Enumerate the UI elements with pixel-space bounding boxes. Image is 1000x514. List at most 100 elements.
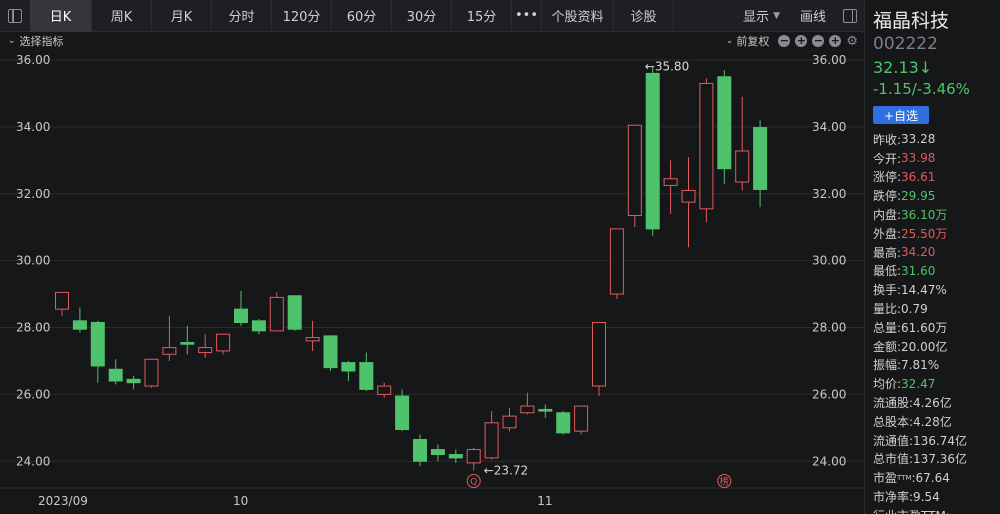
stat-label: 流通值: — [873, 433, 914, 448]
stat-label: 市净率: — [873, 490, 914, 505]
adjust-mode-select[interactable]: 前复权 — [736, 35, 770, 48]
candle-body — [645, 72, 660, 230]
stat-label: 量比: — [873, 302, 902, 317]
stat-label: 今开: — [873, 151, 902, 166]
tab-15min[interactable]: 15分 — [452, 0, 512, 32]
stat-value: 36.61 — [901, 169, 936, 184]
stat-label: 行业市盈TTM: — [873, 507, 950, 514]
stat-value: 31.60 — [901, 263, 936, 278]
candle-body — [55, 291, 69, 310]
tab-daily-k[interactable]: 日K — [30, 0, 92, 32]
candle-body — [377, 385, 392, 395]
expand-icon[interactable]: + — [829, 34, 842, 47]
stat-value: 4.26亿 — [913, 396, 952, 411]
stat-row: 外盘: 25.50万 — [873, 224, 1000, 243]
tab-30min[interactable]: 30分 — [392, 0, 452, 32]
stat-label: 跌停: — [873, 189, 902, 204]
y-tick-label-left: 24.00 — [16, 454, 50, 468]
stat-label: 内盘: — [873, 208, 902, 223]
stat-label: 涨停: — [873, 170, 902, 185]
candle-body — [108, 368, 123, 382]
stat-value: 32.47 — [901, 376, 936, 391]
candle-body — [198, 347, 213, 354]
candle-body — [448, 454, 463, 459]
stat-value: 7.81% — [901, 357, 940, 372]
candle-body — [341, 362, 356, 372]
stat-value: 29.95 — [901, 188, 936, 203]
candle-body — [484, 422, 499, 459]
tab-60min[interactable]: 60分 — [332, 0, 392, 32]
current-price: 32.13↓ — [873, 58, 933, 77]
y-tick-label-right: 34.00 — [812, 120, 846, 134]
stat-row: 市净率: 9.54 — [873, 487, 1000, 506]
x-tick-label: 10 — [233, 494, 248, 508]
stat-value: 34.20 — [901, 245, 936, 260]
gear-icon[interactable]: ⚙ — [846, 33, 858, 49]
shrink-icon[interactable]: − — [812, 34, 825, 47]
event-marker-ring — [466, 474, 481, 488]
tab-weekly-k[interactable]: 周K — [92, 0, 152, 32]
draw-line-button[interactable]: 画线 — [799, 10, 826, 25]
candle-body — [627, 124, 642, 217]
stat-value: 36.10万 — [901, 208, 948, 223]
candle-body — [663, 178, 678, 186]
candle-body — [251, 320, 266, 332]
candle-body — [413, 439, 427, 462]
candle-body — [234, 308, 248, 323]
stock-code: 002222 — [873, 34, 938, 54]
candle-body — [430, 449, 445, 456]
y-tick-label-right: 36.00 — [812, 53, 846, 67]
y-tick-label-left: 34.00 — [16, 120, 50, 134]
candle-body — [162, 347, 177, 355]
y-tick-label-right: 28.00 — [812, 321, 846, 335]
price-annotation: ←35.80 — [645, 60, 689, 74]
candle-body — [144, 358, 159, 387]
tab-monthly-k[interactable]: 月K — [152, 0, 212, 32]
y-tick-label-right: 30.00 — [812, 254, 846, 268]
indicator-select-label: 选择指标 — [19, 35, 64, 48]
x-tick-label: 2023/09 — [38, 494, 88, 508]
event-marker-label: Q — [470, 478, 477, 488]
zoom-out-icon[interactable]: − — [778, 34, 791, 47]
candle-body — [609, 228, 624, 295]
tab-120min[interactable]: 120分 — [272, 0, 332, 32]
candle-body — [556, 412, 571, 434]
event-marker-ring — [717, 474, 732, 488]
stat-row: 最低: 31.60 — [873, 262, 1000, 281]
candlestick-chart[interactable]: 36.00 36.00 34.00 34.00 32.00 32.00 30.00 30.00… — [0, 50, 864, 514]
stat-label: 市盈 — [873, 471, 898, 486]
candle-body — [735, 150, 750, 183]
stat-label: 总量: — [873, 320, 902, 335]
tab-stock-diagnosis[interactable]: 诊股 — [614, 0, 674, 32]
stat-label: 金额: — [873, 339, 902, 354]
stat-value: 33.28 — [901, 132, 936, 147]
tab-intraday[interactable]: 分时 — [212, 0, 272, 32]
indicator-select[interactable]: ⌄ 选择指标 — [0, 33, 64, 49]
stat-row: 涨停: 36.61 — [873, 168, 1000, 187]
candle-body — [126, 378, 141, 384]
stat-label: 均价: — [873, 377, 902, 392]
stat-label: 流通股: — [873, 396, 914, 411]
price-change: -1.15/-3.46% — [873, 80, 970, 98]
chevron-down-icon: ⌄ — [8, 36, 16, 46]
candle-body — [466, 449, 481, 464]
y-tick-label-right: 26.00 — [812, 387, 846, 401]
tab-stock-profile[interactable]: 个股资料 — [542, 0, 614, 32]
display-menu[interactable]: 显示 ▼ — [733, 0, 790, 32]
y-tick-label-left: 32.00 — [16, 187, 50, 201]
add-watchlist-button[interactable]: +自选 — [873, 106, 929, 124]
stat-label: 最高: — [873, 245, 902, 260]
more-menu-button[interactable]: ••• — [512, 0, 542, 32]
stat-label: 外盘: — [873, 226, 902, 241]
stat-row: 最高: 34.20 — [873, 243, 1000, 262]
panel-toggle-icon[interactable] — [836, 0, 864, 32]
y-tick-label-left: 36.00 — [16, 53, 50, 67]
sidebar-toggle-icon[interactable] — [0, 0, 30, 32]
zoom-in-icon[interactable]: + — [795, 34, 808, 47]
stat-row: 总股本: 4.28亿 — [873, 412, 1000, 431]
stat-label: 总股本: — [873, 414, 914, 429]
candle-body — [699, 82, 714, 210]
candle-body — [574, 405, 589, 432]
price-annotation: ←23.72 — [484, 464, 528, 478]
stat-label: 最低: — [873, 264, 902, 279]
